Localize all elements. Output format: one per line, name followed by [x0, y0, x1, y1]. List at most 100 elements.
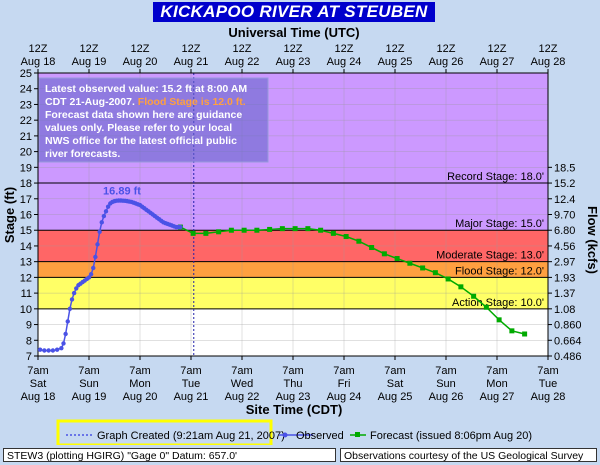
- info-line-1: Latest observed value: 15.2 ft at 8:00 A…: [45, 83, 247, 95]
- right-tick-label: 0.860: [554, 320, 582, 332]
- forecast-point: [356, 238, 362, 244]
- observed-point: [86, 275, 92, 280]
- observed-point: [178, 224, 183, 230]
- top-tick-label: 12Z: [539, 43, 558, 55]
- bottom-tick-time: 7am: [78, 365, 99, 377]
- forecast-point: [241, 227, 247, 233]
- right-tick-label: 2.97: [554, 257, 575, 269]
- top-tick-date: Aug 26: [429, 56, 464, 68]
- left-tick-label: 8: [26, 335, 32, 347]
- left-tick-label: 18: [20, 178, 32, 190]
- forecast-point: [343, 234, 349, 240]
- forecast-point: [471, 293, 477, 299]
- bottom-tick-day: Mon: [129, 378, 150, 390]
- bottom-tick-date: Aug 18: [21, 391, 56, 403]
- latest-observed-info-box: Latest observed value: 15.2 ft at 8:00 A…: [38, 77, 269, 163]
- observed-point: [88, 272, 94, 277]
- info-line-6: river forecasts.: [45, 148, 120, 160]
- bottom-tick-date: Aug 24: [327, 391, 362, 403]
- bottom-tick-time: 7am: [435, 365, 456, 377]
- forecast-point: [458, 284, 464, 290]
- forecast-point: [522, 331, 528, 337]
- legend-observed: Observed: [296, 430, 344, 442]
- forecast-point: [305, 226, 311, 232]
- top-tick-date: Aug 25: [378, 56, 413, 68]
- top-axis-title: Universal Time (UTC): [228, 25, 359, 40]
- top-tick-date: Aug 28: [531, 56, 566, 68]
- top-tick-label: 12Z: [335, 43, 354, 55]
- stage-line-label: Flood Stage: 12.0': [455, 265, 544, 277]
- bottom-tick-time: 7am: [180, 365, 201, 377]
- bottom-tick-day: Sun: [436, 378, 456, 390]
- bottom-tick-date: Aug 25: [378, 391, 413, 403]
- bottom-tick-time: 7am: [537, 365, 558, 377]
- bottom-tick-time: 7am: [384, 365, 405, 377]
- right-tick-label: 0.664: [554, 335, 582, 347]
- right-tick-label: 1.37: [554, 288, 575, 300]
- forecast-point: [318, 227, 324, 233]
- forecast-point: [190, 230, 196, 236]
- bottom-tick-day: Mon: [486, 378, 507, 390]
- left-tick-label: 15: [20, 225, 32, 237]
- top-tick-date: Aug 27: [480, 56, 515, 68]
- forecast-point: [432, 270, 438, 276]
- left-tick-label: 9: [26, 320, 32, 332]
- left-tick-label: 7: [26, 351, 32, 363]
- info-line-2: CDT 21-Aug-2007.: [45, 96, 138, 108]
- forecast-point: [381, 251, 387, 257]
- top-tick-date: Aug 19: [72, 56, 107, 68]
- forecast-point: [228, 227, 234, 233]
- forecast-point: [254, 227, 260, 233]
- info-line-4: values only. Please refer to your local: [45, 122, 232, 134]
- bottom-tick-day: Thu: [284, 378, 303, 390]
- top-tick-label: 12Z: [284, 43, 303, 55]
- bottom-tick-time: 7am: [231, 365, 252, 377]
- observed-point: [50, 348, 56, 353]
- forecast-point: [279, 226, 285, 232]
- forecast-point: [394, 256, 400, 262]
- bottom-tick-day: Tue: [182, 378, 201, 390]
- y-axis-label-left: Stage (ft): [2, 187, 17, 243]
- left-tick-label: 20: [20, 147, 32, 159]
- left-tick-label: 17: [20, 194, 32, 206]
- info-line-3: Forecast data shown here are guidance: [45, 109, 242, 121]
- legend-forecast: Forecast (issued 8:06pm Aug 20): [370, 430, 532, 442]
- bottom-tick-day: Tue: [539, 378, 558, 390]
- gage-datum-footer: STEW3 (plotting HGIRG) "Gage 0" Datum: 6…: [3, 448, 336, 462]
- left-tick-label: 10: [20, 304, 32, 316]
- observed-point: [103, 209, 109, 214]
- peak-label: 16.89 ft: [103, 186, 141, 198]
- left-tick-label: 12: [20, 272, 32, 284]
- bottom-tick-time: 7am: [27, 365, 48, 377]
- right-tick-label: 12.4: [554, 194, 575, 206]
- right-tick-label: 1.93: [554, 272, 575, 284]
- legend-graph-created: Graph Created (9:21am Aug 21, 2007): [97, 430, 285, 442]
- bottom-axis-title: Site Time (CDT): [246, 402, 343, 417]
- forecast-point: [445, 276, 451, 282]
- observed-point: [46, 348, 51, 353]
- top-tick-label: 12Z: [233, 43, 252, 55]
- right-tick-label: 0.486: [554, 351, 582, 363]
- top-tick-label: 12Z: [386, 43, 405, 55]
- info-flood-stage: Flood Stage is 12.0 ft.: [138, 96, 246, 108]
- observed-point: [42, 348, 47, 353]
- bottom-tick-day: Sun: [79, 378, 99, 390]
- observed-point: [74, 286, 79, 291]
- bottom-tick-day: Fri: [338, 378, 351, 390]
- bottom-tick-date: Aug 22: [225, 391, 260, 403]
- right-tick-label: 18.5: [554, 162, 575, 174]
- forecast-point: [330, 230, 336, 236]
- left-tick-label: 22: [20, 115, 32, 127]
- top-tick-label: 12Z: [182, 43, 201, 55]
- forecast-point: [509, 328, 515, 334]
- forecast-point: [216, 229, 222, 235]
- right-tick-label: 4.56: [554, 241, 575, 253]
- bottom-tick-date: Aug 23: [276, 391, 311, 403]
- hydrograph-chart: Universal Time (UTC) Site Time (CDT) Sta…: [2, 25, 600, 445]
- bottom-tick-day: Wed: [231, 378, 253, 390]
- forecast-point: [407, 260, 413, 266]
- top-tick-label: 12Z: [80, 43, 99, 55]
- bottom-tick-date: Aug 20: [123, 391, 158, 403]
- graph-created-box: [56, 419, 273, 445]
